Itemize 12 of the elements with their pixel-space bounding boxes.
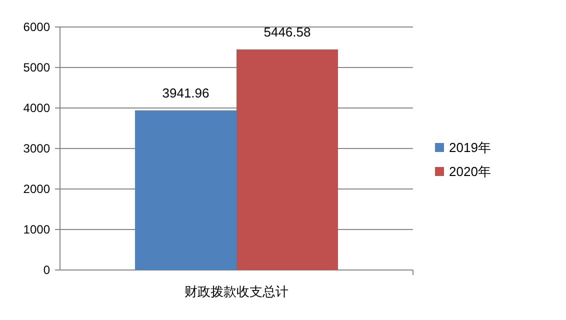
legend-label: 2020年	[449, 164, 491, 179]
legend-label: 2019年	[449, 140, 491, 155]
y-tick-label: 3000	[23, 142, 50, 156]
data-label: 3941.96	[162, 85, 210, 100]
data-label: 5446.58	[264, 24, 311, 40]
y-tick-label: 5000	[23, 60, 50, 74]
y-tick-label: 1000	[23, 222, 50, 236]
x-tick-label: 财政拨款收支总计	[184, 284, 288, 299]
y-tick-label: 2000	[23, 182, 50, 196]
y-tick-label: 6000	[23, 20, 50, 34]
y-tick-label: 0	[43, 263, 50, 277]
y-tick-label: 4000	[23, 101, 50, 115]
